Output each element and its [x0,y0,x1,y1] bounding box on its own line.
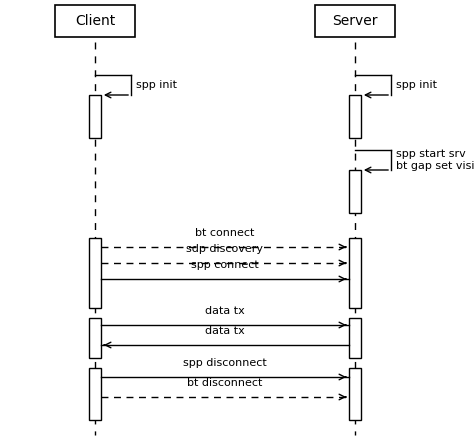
Bar [349,318,361,358]
Text: spp init: spp init [396,80,437,90]
Text: spp init: spp init [136,80,177,90]
Text: data tx: data tx [205,306,245,316]
Bar [89,238,101,308]
Bar [349,368,361,420]
Text: spp start srv
bt gap set visibility: spp start srv bt gap set visibility [396,149,475,171]
Bar [349,95,361,138]
Bar [349,170,361,213]
Bar [89,318,101,358]
Text: spp connect: spp connect [191,260,259,270]
Text: sdp discovery: sdp discovery [187,244,264,254]
Text: data tx: data tx [205,326,245,336]
Text: Server: Server [332,14,378,28]
Text: bt disconnect: bt disconnect [187,378,263,388]
Bar [315,5,395,37]
Bar [55,5,135,37]
Text: spp disconnect: spp disconnect [183,358,267,368]
Text: bt connect: bt connect [195,228,255,238]
Bar [89,368,101,420]
Bar [349,238,361,308]
Bar [89,95,101,138]
Text: Client: Client [75,14,115,28]
